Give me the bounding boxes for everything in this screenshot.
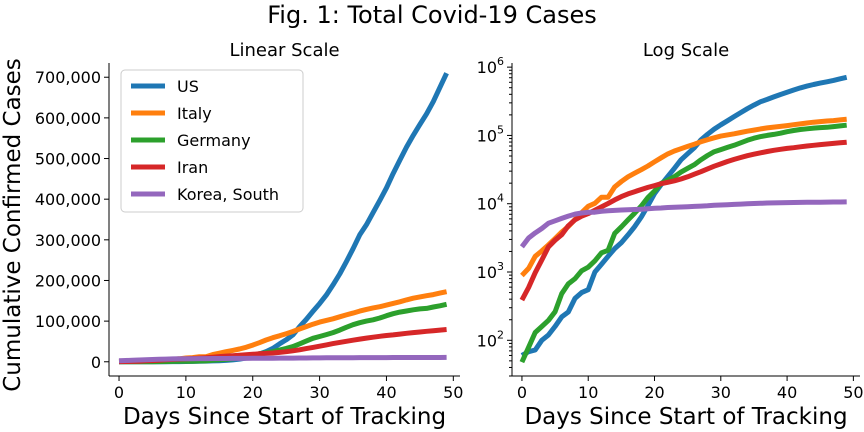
log-series-line-iran — [519, 139, 847, 302]
legend-label-korea-south: Korea, South — [177, 185, 279, 204]
linear-x-tick-label: 10 — [176, 383, 196, 402]
log-series-line-korea-south — [519, 199, 847, 249]
log-y-tick-label: 102 — [477, 328, 504, 350]
linear-y-tick-label: 300,000 — [35, 231, 101, 250]
log-y-tick-label: 105 — [477, 123, 504, 145]
linear-x-tick-label: 20 — [243, 383, 263, 402]
log-panel-axes: 0 10 20 30 40 50 102 103 104 105 106 — [477, 55, 864, 402]
figure-y-axis-label: Cumulative Confirmed Cases — [0, 58, 26, 392]
linear-x-tick-label: 0 — [114, 383, 124, 402]
log-panel-x-axis-label: Days Since Start of Tracking — [524, 404, 847, 430]
linear-x-tick-label: 40 — [376, 383, 396, 402]
log-panel-series — [519, 74, 848, 364]
log-x-tick-label: 10 — [578, 383, 598, 402]
log-series-line-us — [520, 74, 848, 358]
linear-panel-x-axis-label: Days Since Start of Tracking — [123, 404, 446, 430]
linear-scale-panel: Linear Scale Days Since Start of Trackin… — [35, 40, 464, 430]
legend: US Italy Germany Iran Korea, South — [120, 69, 304, 213]
legend-label-germany: Germany — [177, 131, 251, 150]
linear-y-tick-label: 100,000 — [35, 312, 101, 331]
legend-label-us: US — [177, 77, 199, 96]
linear-x-tick-label: 50 — [443, 383, 463, 402]
legend-box — [120, 69, 304, 213]
linear-panel-series — [118, 72, 449, 365]
log-panel-title: Log Scale — [643, 40, 729, 61]
log-scale-panel: Log Scale Days Since Start of Tracking 0… — [477, 40, 864, 430]
linear-y-tick-label: 200,000 — [35, 271, 101, 290]
linear-series-line-korea-south — [118, 354, 447, 364]
linear-y-tick-label: 500,000 — [35, 150, 101, 169]
linear-x-tick-label: 30 — [309, 383, 329, 402]
legend-label-italy: Italy — [177, 104, 212, 123]
log-x-tick-label: 50 — [843, 383, 863, 402]
linear-y-tick-label: 600,000 — [35, 109, 101, 128]
linear-y-tick-label: 400,000 — [35, 190, 101, 209]
log-series-line-italy — [520, 116, 847, 278]
figure-title: Fig. 1: Total Covid-19 Cases — [267, 1, 597, 29]
linear-y-tick-label: 700,000 — [35, 68, 101, 87]
linear-panel-axes: 0 10 20 30 40 50 0 100,000 200,000 300,000 400,000… — [35, 63, 463, 402]
log-series-line-germany — [519, 122, 847, 364]
log-x-tick-label: 20 — [644, 383, 664, 402]
log-y-tick-label: 103 — [477, 260, 504, 282]
linear-y-tick-label: 0 — [91, 353, 101, 372]
log-y-tick-label: 106 — [477, 55, 504, 77]
log-x-tick-label: 0 — [517, 383, 527, 402]
log-x-tick-label: 40 — [777, 383, 797, 402]
linear-panel-title: Linear Scale — [229, 40, 339, 61]
log-x-tick-label: 30 — [711, 383, 731, 402]
log-y-tick-label: 104 — [477, 192, 504, 214]
legend-label-iran: Iran — [177, 158, 208, 177]
